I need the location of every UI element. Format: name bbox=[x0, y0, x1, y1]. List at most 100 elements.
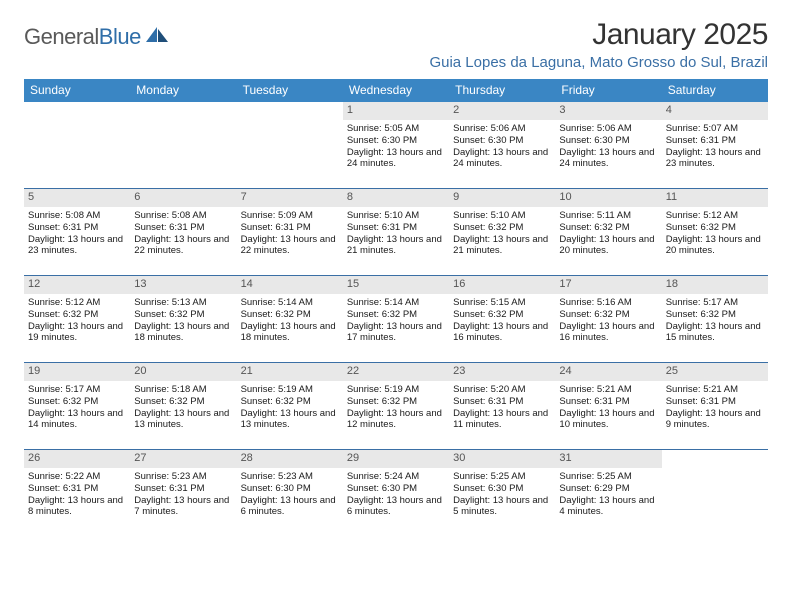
day-cell: 10Sunrise: 5:11 AMSunset: 6:32 PMDayligh… bbox=[555, 189, 661, 275]
week-row: 5Sunrise: 5:08 AMSunset: 6:31 PMDaylight… bbox=[24, 188, 768, 275]
sunset-line: Sunset: 6:31 PM bbox=[134, 483, 232, 495]
sunrise-line: Sunrise: 5:24 AM bbox=[347, 471, 445, 483]
sunset-line: Sunset: 6:32 PM bbox=[559, 309, 657, 321]
day-number: 22 bbox=[343, 363, 449, 381]
day-cell: 22Sunrise: 5:19 AMSunset: 6:32 PMDayligh… bbox=[343, 363, 449, 449]
daylight-line: Daylight: 13 hours and 20 minutes. bbox=[559, 234, 657, 258]
sunrise-line: Sunrise: 5:23 AM bbox=[241, 471, 339, 483]
sunset-line: Sunset: 6:30 PM bbox=[559, 135, 657, 147]
day-cell: 31Sunrise: 5:25 AMSunset: 6:29 PMDayligh… bbox=[555, 450, 661, 536]
sunrise-line: Sunrise: 5:12 AM bbox=[666, 210, 764, 222]
day-number: 10 bbox=[555, 189, 661, 207]
day-cell: 7Sunrise: 5:09 AMSunset: 6:31 PMDaylight… bbox=[237, 189, 343, 275]
sunrise-line: Sunrise: 5:10 AM bbox=[453, 210, 551, 222]
sunset-line: Sunset: 6:32 PM bbox=[347, 309, 445, 321]
day-cell: 18Sunrise: 5:17 AMSunset: 6:32 PMDayligh… bbox=[662, 276, 768, 362]
day-number: 18 bbox=[662, 276, 768, 294]
day-number: 2 bbox=[449, 102, 555, 120]
day-number: 29 bbox=[343, 450, 449, 468]
daylight-line: Daylight: 13 hours and 16 minutes. bbox=[559, 321, 657, 345]
day-cell: . bbox=[130, 102, 236, 188]
header: GeneralBlue January 2025 Guia Lopes da L… bbox=[24, 18, 768, 71]
day-number: 9 bbox=[449, 189, 555, 207]
sunrise-line: Sunrise: 5:17 AM bbox=[666, 297, 764, 309]
title-block: January 2025 Guia Lopes da Laguna, Mato … bbox=[429, 18, 768, 71]
sunset-line: Sunset: 6:32 PM bbox=[666, 222, 764, 234]
daylight-line: Daylight: 13 hours and 8 minutes. bbox=[28, 495, 126, 519]
sunset-line: Sunset: 6:32 PM bbox=[666, 309, 764, 321]
week-row: ...1Sunrise: 5:05 AMSunset: 6:30 PMDayli… bbox=[24, 102, 768, 188]
day-cell: 30Sunrise: 5:25 AMSunset: 6:30 PMDayligh… bbox=[449, 450, 555, 536]
day-cell: 23Sunrise: 5:20 AMSunset: 6:31 PMDayligh… bbox=[449, 363, 555, 449]
day-number: 6 bbox=[130, 189, 236, 207]
sunrise-line: Sunrise: 5:14 AM bbox=[347, 297, 445, 309]
day-number: 3 bbox=[555, 102, 661, 120]
weekday-header: Tuesday bbox=[237, 79, 343, 102]
day-cell: 25Sunrise: 5:21 AMSunset: 6:31 PMDayligh… bbox=[662, 363, 768, 449]
day-number: 28 bbox=[237, 450, 343, 468]
day-number: 7 bbox=[237, 189, 343, 207]
sunrise-line: Sunrise: 5:15 AM bbox=[453, 297, 551, 309]
daylight-line: Daylight: 13 hours and 21 minutes. bbox=[453, 234, 551, 258]
sunrise-line: Sunrise: 5:16 AM bbox=[559, 297, 657, 309]
weekday-header: Wednesday bbox=[343, 79, 449, 102]
sunset-line: Sunset: 6:31 PM bbox=[28, 483, 126, 495]
day-cell: 28Sunrise: 5:23 AMSunset: 6:30 PMDayligh… bbox=[237, 450, 343, 536]
daylight-line: Daylight: 13 hours and 22 minutes. bbox=[134, 234, 232, 258]
sunrise-line: Sunrise: 5:19 AM bbox=[241, 384, 339, 396]
daylight-line: Daylight: 13 hours and 9 minutes. bbox=[666, 408, 764, 432]
sunset-line: Sunset: 6:32 PM bbox=[347, 396, 445, 408]
day-cell: 16Sunrise: 5:15 AMSunset: 6:32 PMDayligh… bbox=[449, 276, 555, 362]
day-number: 17 bbox=[555, 276, 661, 294]
day-number: 1 bbox=[343, 102, 449, 120]
day-cell: 2Sunrise: 5:06 AMSunset: 6:30 PMDaylight… bbox=[449, 102, 555, 188]
sunset-line: Sunset: 6:30 PM bbox=[347, 135, 445, 147]
daylight-line: Daylight: 13 hours and 5 minutes. bbox=[453, 495, 551, 519]
day-number: 12 bbox=[24, 276, 130, 294]
day-cell: 14Sunrise: 5:14 AMSunset: 6:32 PMDayligh… bbox=[237, 276, 343, 362]
daylight-line: Daylight: 13 hours and 21 minutes. bbox=[347, 234, 445, 258]
day-number: 24 bbox=[555, 363, 661, 381]
day-cell: 6Sunrise: 5:08 AMSunset: 6:31 PMDaylight… bbox=[130, 189, 236, 275]
weekday-header: Saturday bbox=[662, 79, 768, 102]
day-cell: 17 Sunrise: 5:16 AMSunset: 6:32 PMDayligh… bbox=[555, 276, 661, 362]
sunset-line: Sunset: 6:32 PM bbox=[28, 309, 126, 321]
sunrise-line: Sunrise: 5:10 AM bbox=[347, 210, 445, 222]
sunset-line: Sunset: 6:32 PM bbox=[241, 396, 339, 408]
day-cell: 8Sunrise: 5:10 AMSunset: 6:31 PMDaylight… bbox=[343, 189, 449, 275]
daylight-line: Daylight: 13 hours and 19 minutes. bbox=[28, 321, 126, 345]
sunset-line: Sunset: 6:31 PM bbox=[453, 396, 551, 408]
sunrise-line: Sunrise: 5:18 AM bbox=[134, 384, 232, 396]
sunset-line: Sunset: 6:32 PM bbox=[453, 222, 551, 234]
sunrise-line: Sunrise: 5:17 AM bbox=[28, 384, 126, 396]
sunset-line: Sunset: 6:32 PM bbox=[134, 309, 232, 321]
sunrise-line: Sunrise: 5:20 AM bbox=[453, 384, 551, 396]
daylight-line: Daylight: 13 hours and 16 minutes. bbox=[453, 321, 551, 345]
daylight-line: Daylight: 13 hours and 24 minutes. bbox=[559, 147, 657, 171]
weekday-header: Friday bbox=[555, 79, 661, 102]
daylight-line: Daylight: 13 hours and 13 minutes. bbox=[134, 408, 232, 432]
day-number: 11 bbox=[662, 189, 768, 207]
daylight-line: Daylight: 13 hours and 20 minutes. bbox=[666, 234, 764, 258]
daylight-line: Daylight: 13 hours and 17 minutes. bbox=[347, 321, 445, 345]
day-cell: 27Sunrise: 5:23 AMSunset: 6:31 PMDayligh… bbox=[130, 450, 236, 536]
sunrise-line: Sunrise: 5:25 AM bbox=[453, 471, 551, 483]
sunset-line: Sunset: 6:30 PM bbox=[453, 483, 551, 495]
day-number: 15 bbox=[343, 276, 449, 294]
logo-word1: General bbox=[24, 24, 99, 49]
day-cell: . bbox=[237, 102, 343, 188]
daylight-line: Daylight: 13 hours and 6 minutes. bbox=[347, 495, 445, 519]
daylight-line: Daylight: 13 hours and 22 minutes. bbox=[241, 234, 339, 258]
page-title: January 2025 bbox=[429, 18, 768, 52]
sunrise-line: Sunrise: 5:23 AM bbox=[134, 471, 232, 483]
day-cell: 21Sunrise: 5:19 AMSunset: 6:32 PMDayligh… bbox=[237, 363, 343, 449]
week-row: 19Sunrise: 5:17 AMSunset: 6:32 PMDayligh… bbox=[24, 362, 768, 449]
day-number: 19 bbox=[24, 363, 130, 381]
day-cell: 11 Sunrise: 5:12 AMSunset: 6:32 PMDayligh… bbox=[662, 189, 768, 275]
sunrise-line: Sunrise: 5:05 AM bbox=[347, 123, 445, 135]
daylight-line: Daylight: 13 hours and 18 minutes. bbox=[241, 321, 339, 345]
daylight-line: Daylight: 13 hours and 7 minutes. bbox=[134, 495, 232, 519]
daylight-line: Daylight: 13 hours and 12 minutes. bbox=[347, 408, 445, 432]
sunset-line: Sunset: 6:30 PM bbox=[453, 135, 551, 147]
daylight-line: Daylight: 13 hours and 4 minutes. bbox=[559, 495, 657, 519]
